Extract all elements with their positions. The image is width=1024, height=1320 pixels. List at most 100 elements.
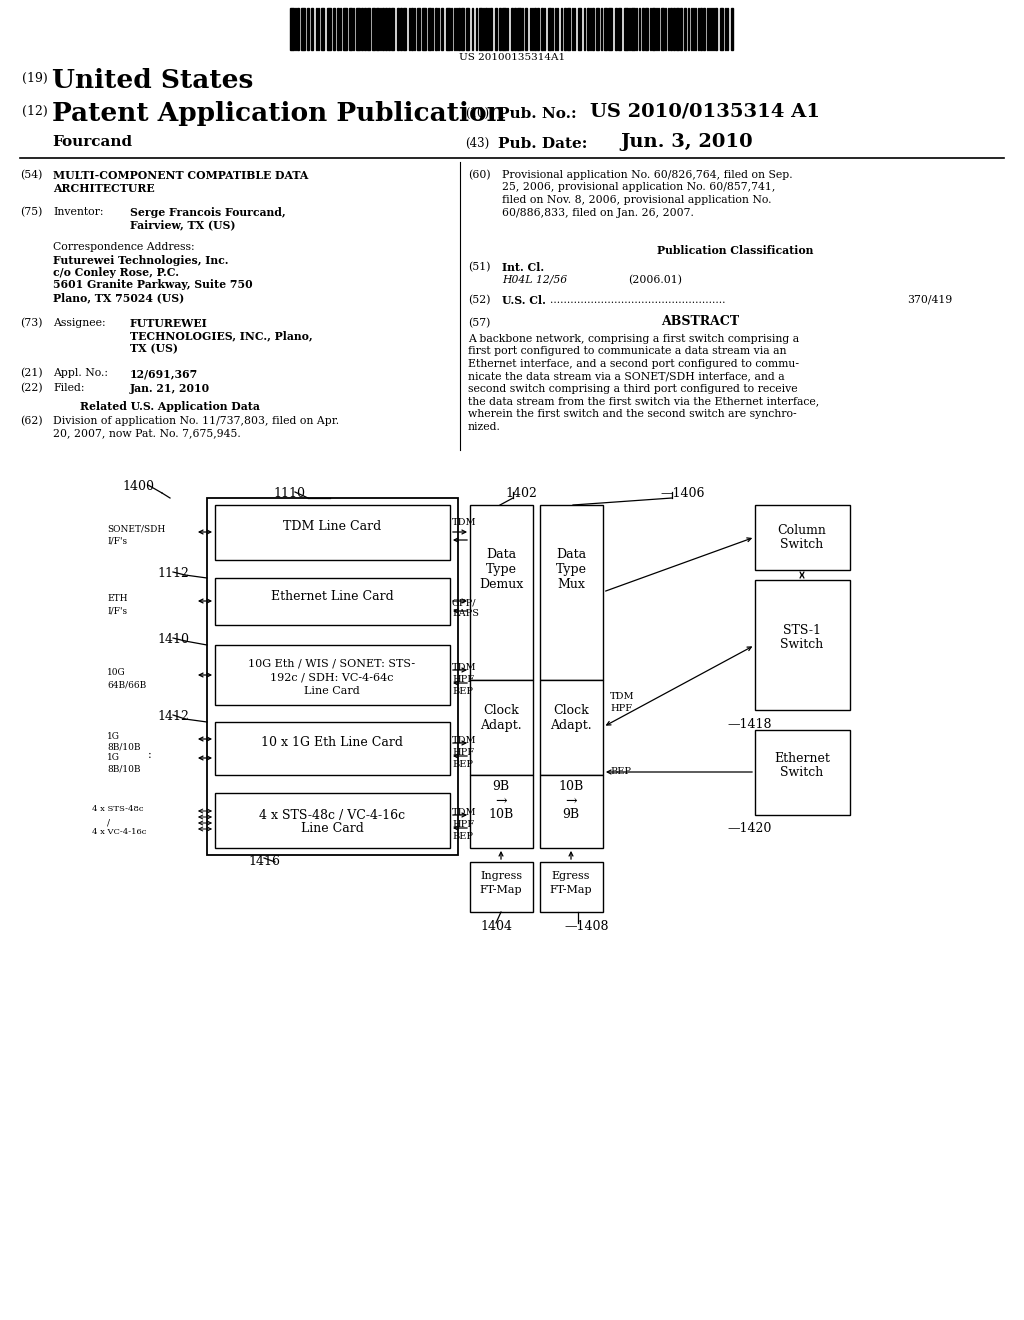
Bar (755, 730, 850, 814)
Text: 10 x 1G Eth Line Card: 10 x 1G Eth Line Card (261, 737, 403, 750)
Text: Line Card: Line Card (301, 822, 364, 836)
Text: BEP: BEP (452, 832, 473, 841)
Text: Ethernet interface, and a second port configured to commu-: Ethernet interface, and a second port co… (468, 359, 799, 370)
Text: (75): (75) (20, 207, 42, 218)
Bar (337, 8, 339, 50)
Text: 1404: 1404 (480, 920, 512, 933)
Bar (207, 498, 458, 855)
Bar (411, 8, 413, 50)
Bar (417, 8, 420, 50)
Bar (564, 8, 566, 50)
Text: MULTI-COMPONENT COMPATIBLE DATA: MULTI-COMPONENT COMPATIBLE DATA (53, 170, 308, 181)
Bar (215, 506, 450, 560)
Text: TECHNOLOGIES, INC., Plano,: TECHNOLOGIES, INC., Plano, (130, 330, 312, 342)
Text: →: → (565, 795, 577, 808)
Text: 1410: 1410 (157, 634, 189, 645)
Text: (2006.01): (2006.01) (628, 275, 682, 285)
Text: (60): (60) (468, 170, 490, 181)
Bar (548, 8, 551, 50)
Bar (461, 8, 464, 50)
Bar (541, 8, 543, 50)
Text: 1G: 1G (106, 752, 120, 762)
Text: 9B: 9B (562, 808, 580, 821)
Text: :: : (148, 750, 152, 760)
Text: ETH: ETH (106, 594, 128, 603)
Text: ARCHITECTURE: ARCHITECTURE (53, 182, 155, 194)
Text: (12): (12) (22, 106, 48, 117)
Bar (470, 862, 534, 912)
Text: Column: Column (777, 524, 826, 536)
Text: U.S. Cl.: U.S. Cl. (502, 294, 546, 306)
Text: nicate the data stream via a SONET/SDH interface, and a: nicate the data stream via a SONET/SDH i… (468, 371, 784, 381)
Text: HPF: HPF (610, 704, 632, 713)
Bar (720, 8, 723, 50)
Bar (673, 8, 675, 50)
Text: 1402: 1402 (505, 487, 537, 500)
Text: Pub. No.:: Pub. No.: (498, 107, 577, 121)
Bar (470, 680, 534, 775)
Bar (428, 8, 431, 50)
Bar (466, 8, 469, 50)
Text: Inventor:: Inventor: (53, 207, 103, 216)
Bar (700, 8, 702, 50)
Text: 10G Eth / WIS / SONET: STS-: 10G Eth / WIS / SONET: STS- (249, 657, 416, 668)
Text: 192c / SDH: VC-4-64c: 192c / SDH: VC-4-64c (270, 672, 394, 682)
Text: ABSTRACT: ABSTRACT (660, 315, 739, 327)
Text: BEP: BEP (452, 686, 473, 696)
Text: —1408: —1408 (564, 920, 608, 933)
Text: Filed:: Filed: (53, 383, 85, 393)
Bar (604, 8, 607, 50)
Bar (422, 8, 426, 50)
Text: 1110: 1110 (273, 487, 305, 500)
Bar (755, 579, 850, 710)
Text: 5601 Granite Parkway, Suite 750: 5601 Granite Parkway, Suite 750 (53, 280, 253, 290)
Text: TDM Line Card: TDM Line Card (283, 520, 381, 533)
Text: HPF: HPF (452, 675, 474, 684)
Bar (608, 8, 612, 50)
Text: SONET/SDH: SONET/SDH (106, 525, 165, 535)
Text: I/F's: I/F's (106, 537, 127, 546)
Bar (587, 8, 589, 50)
Bar (540, 680, 603, 775)
Text: 64B/66B: 64B/66B (106, 680, 146, 689)
Bar (490, 8, 492, 50)
Text: (73): (73) (20, 318, 43, 329)
Bar (301, 8, 305, 50)
Text: Type: Type (485, 564, 516, 577)
Bar (537, 8, 539, 50)
Text: United States: United States (52, 69, 253, 92)
Bar (684, 8, 686, 50)
Text: 8B/10B: 8B/10B (106, 764, 140, 774)
Text: Switch: Switch (780, 767, 823, 780)
Bar (525, 8, 527, 50)
Bar (458, 8, 460, 50)
Text: wherein the first switch and the second switch are synchro-: wherein the first switch and the second … (468, 409, 797, 418)
Text: Type: Type (555, 564, 587, 577)
Text: (54): (54) (20, 170, 42, 181)
Text: c/o Conley Rose, P.C.: c/o Conley Rose, P.C. (53, 267, 179, 279)
Bar (349, 8, 352, 50)
Bar (361, 8, 362, 50)
Text: I/F's: I/F's (106, 606, 127, 615)
Text: Related U.S. Application Data: Related U.S. Application Data (80, 401, 260, 412)
Text: Egress: Egress (552, 871, 590, 880)
Text: 60/886,833, filed on Jan. 26, 2007.: 60/886,833, filed on Jan. 26, 2007. (502, 207, 694, 218)
Text: 10B: 10B (488, 808, 514, 821)
Bar (307, 8, 309, 50)
Text: nized.: nized. (468, 421, 501, 432)
Text: (52): (52) (468, 294, 490, 305)
Text: Data: Data (486, 549, 516, 561)
Bar (567, 8, 570, 50)
Bar (540, 506, 603, 680)
Bar (356, 8, 360, 50)
Text: ....................................................: ........................................… (550, 294, 725, 305)
Bar (645, 8, 648, 50)
Bar (615, 8, 617, 50)
Text: Adapt.: Adapt. (550, 718, 592, 731)
Text: Jan. 21, 2010: Jan. 21, 2010 (130, 383, 210, 393)
Text: (51): (51) (468, 261, 490, 272)
Text: 370/419: 370/419 (906, 294, 952, 305)
Bar (441, 8, 443, 50)
Text: —1420: —1420 (727, 822, 771, 836)
Text: Jun. 3, 2010: Jun. 3, 2010 (620, 133, 753, 150)
